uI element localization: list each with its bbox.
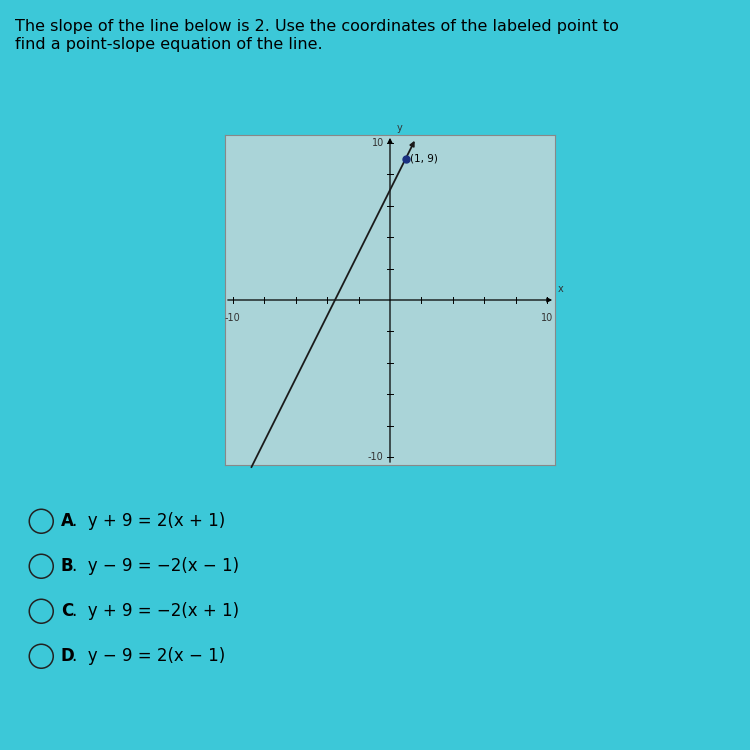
- Text: 10: 10: [371, 138, 384, 148]
- Text: -10: -10: [225, 313, 241, 322]
- Text: D: D: [61, 647, 74, 665]
- Text: 10: 10: [541, 313, 554, 322]
- Text: x: x: [558, 284, 564, 294]
- Text: (1, 9): (1, 9): [410, 154, 438, 164]
- Text: .  y + 9 = −2(x + 1): . y + 9 = −2(x + 1): [72, 602, 239, 620]
- Text: y: y: [396, 124, 402, 134]
- Text: .  y − 9 = 2(x − 1): . y − 9 = 2(x − 1): [72, 647, 225, 665]
- Text: .  y − 9 = −2(x − 1): . y − 9 = −2(x − 1): [72, 557, 239, 575]
- Text: C: C: [61, 602, 73, 620]
- Text: A: A: [61, 512, 74, 530]
- Text: .  y + 9 = 2(x + 1): . y + 9 = 2(x + 1): [72, 512, 225, 530]
- Text: The slope of the line below is 2. Use the coordinates of the labeled point to: The slope of the line below is 2. Use th…: [15, 19, 619, 34]
- Text: -10: -10: [368, 452, 384, 462]
- Text: B: B: [61, 557, 74, 575]
- Text: find a point-slope equation of the line.: find a point-slope equation of the line.: [15, 38, 322, 52]
